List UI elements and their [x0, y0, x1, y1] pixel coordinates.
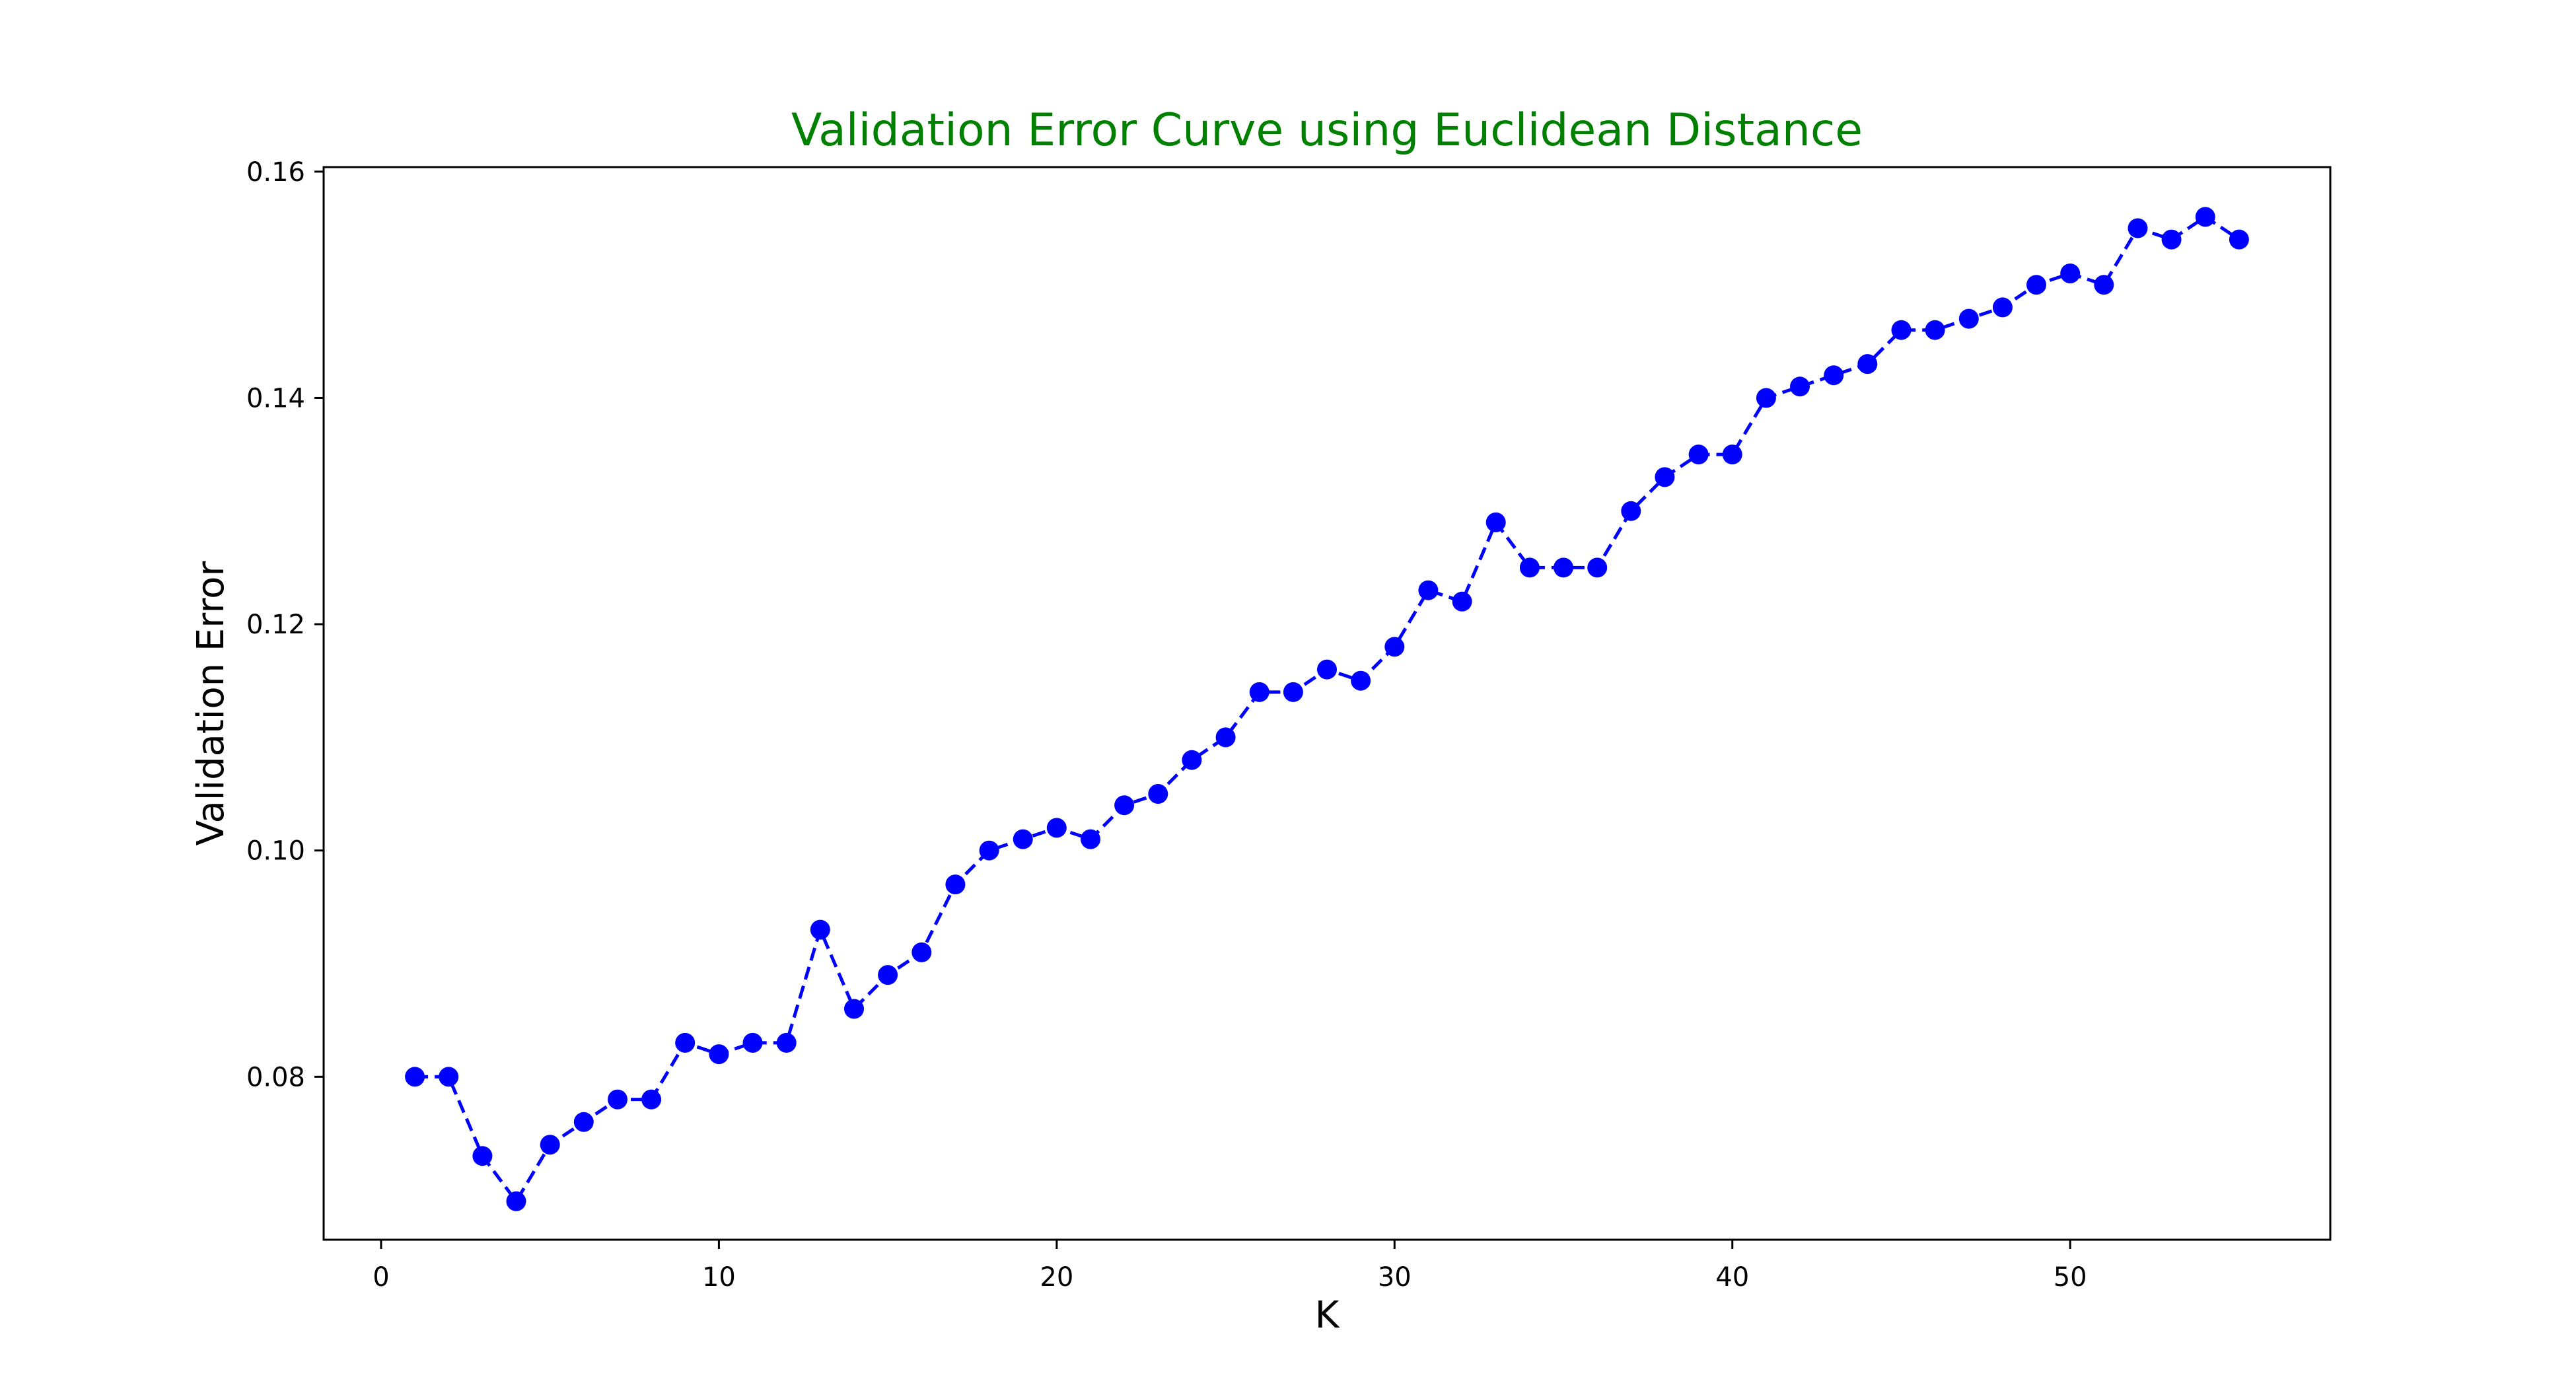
- data-point: [776, 1032, 797, 1053]
- y-tick-label: 0.14: [246, 383, 305, 413]
- data-point: [2195, 207, 2215, 227]
- data-point: [641, 1089, 662, 1110]
- data-point: [1148, 784, 1168, 804]
- data-point: [1621, 501, 1641, 521]
- data-point: [2026, 275, 2046, 295]
- x-tick-label: 0: [373, 1262, 389, 1293]
- data-point: [2094, 275, 2114, 295]
- data-point: [2128, 218, 2148, 238]
- data-point: [1351, 670, 1371, 691]
- data-point: [675, 1032, 696, 1053]
- data-point: [1519, 557, 1540, 578]
- data-point: [1283, 682, 1303, 702]
- y-axis-label: Validation Error: [190, 561, 233, 846]
- data-point: [878, 965, 898, 985]
- x-axis-ticks: 0 10 20 30 40 50: [373, 1240, 2087, 1293]
- data-point: [1857, 354, 1878, 374]
- data-point: [439, 1067, 459, 1087]
- data-point: [742, 1032, 763, 1053]
- data-point: [1485, 512, 1506, 532]
- data-point: [1418, 580, 1439, 600]
- data-point: [1790, 376, 1810, 397]
- data-point: [1114, 795, 1135, 816]
- x-tick-label: 20: [1040, 1262, 1073, 1293]
- data-point: [1554, 557, 1573, 578]
- data-point: [1081, 829, 1100, 849]
- data-point: [1824, 365, 1844, 386]
- data-point: [2060, 264, 2081, 283]
- series-points: [405, 207, 2249, 1211]
- data-point: [540, 1135, 560, 1155]
- x-tick-label: 10: [702, 1262, 736, 1293]
- data-point: [1215, 727, 1236, 748]
- x-tick-label: 30: [1378, 1262, 1412, 1293]
- data-point: [1891, 320, 1912, 340]
- data-point: [1992, 297, 2013, 318]
- data-point: [1384, 637, 1405, 657]
- data-point: [472, 1146, 493, 1166]
- data-point: [2161, 229, 2182, 250]
- data-point: [1452, 591, 1472, 612]
- x-tick-label: 40: [1715, 1262, 1749, 1293]
- data-point: [1756, 388, 1776, 408]
- data-point: [1655, 467, 1675, 487]
- y-tick-label: 0.10: [246, 836, 305, 867]
- data-point: [1249, 682, 1270, 702]
- data-point: [1587, 557, 1608, 578]
- data-point: [1688, 445, 1709, 465]
- data-point: [405, 1067, 425, 1087]
- data-point: [945, 874, 966, 895]
- y-axis-ticks: 0.08 0.10 0.12 0.14 0.16: [246, 157, 324, 1092]
- data-point: [979, 840, 999, 861]
- data-point: [2229, 229, 2249, 250]
- data-point: [709, 1044, 729, 1065]
- data-point: [810, 919, 830, 940]
- data-point: [912, 942, 932, 962]
- data-point: [506, 1191, 526, 1211]
- y-tick-label: 0.16: [246, 157, 305, 188]
- data-point: [1925, 320, 1945, 340]
- y-tick-label: 0.08: [246, 1062, 305, 1092]
- x-tick-label: 50: [2054, 1262, 2087, 1293]
- data-point: [608, 1089, 627, 1110]
- chart-title: Validation Error Curve using Euclidean D…: [791, 104, 1863, 157]
- x-axis-label: K: [1315, 1294, 1340, 1337]
- data-point: [844, 999, 864, 1019]
- data-point: [1182, 750, 1202, 770]
- y-tick-label: 0.12: [246, 610, 305, 640]
- plot-area-frame: [322, 166, 2332, 1241]
- data-point: [1722, 445, 1742, 465]
- data-point: [1046, 818, 1067, 838]
- data-point: [1013, 829, 1033, 849]
- data-point: [573, 1112, 594, 1132]
- data-point: [1958, 308, 1979, 329]
- data-point: [1317, 659, 1337, 680]
